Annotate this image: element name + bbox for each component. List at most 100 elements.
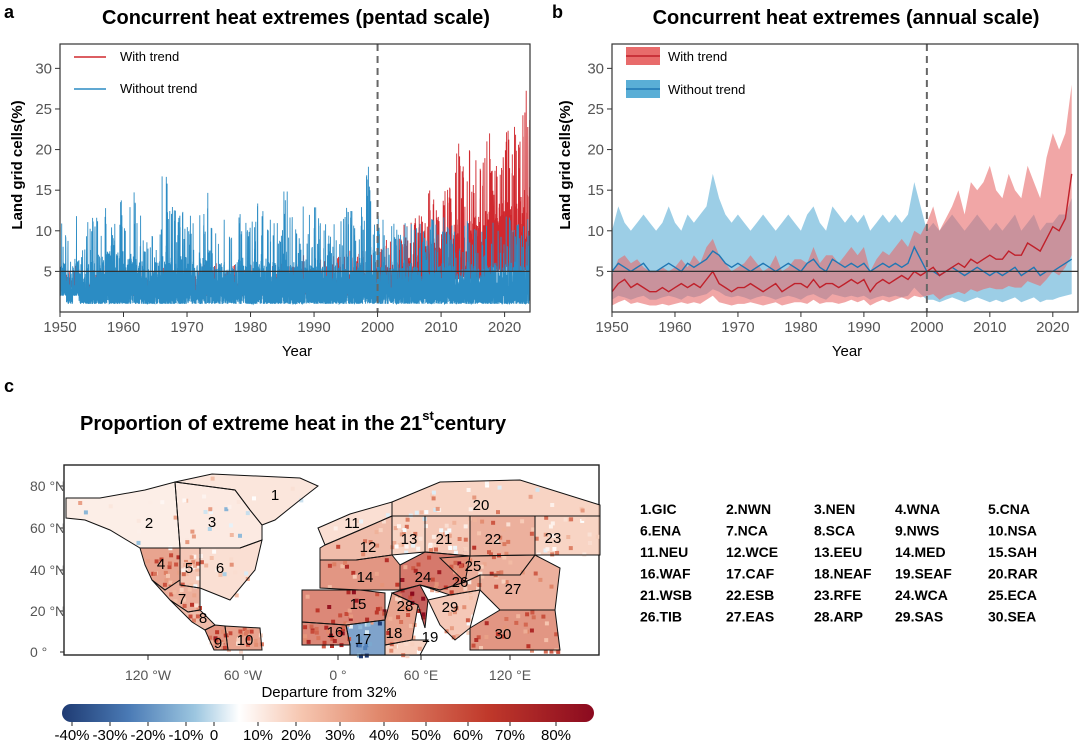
map-pixel <box>182 498 187 503</box>
region-list-entry: 20.RAR <box>988 566 1038 582</box>
map-pixel <box>222 645 227 650</box>
map-pixel <box>299 498 304 503</box>
map-pixel <box>348 616 353 621</box>
panel-b-plot: 1950 1960 1970 1980 1990 2000 2010 2020 5 10 15 20 2… <box>587 43 1079 336</box>
map-pixel <box>531 615 536 620</box>
panel-c-label: c <box>4 376 14 396</box>
map-pixel <box>469 595 473 600</box>
map-pixel <box>462 605 467 610</box>
map-pixel <box>222 572 227 577</box>
map-pixel <box>544 515 549 520</box>
region-label-caf: 17 <box>355 631 372 648</box>
map-pixel <box>550 552 555 557</box>
map-pixel <box>504 580 509 585</box>
map-pixel <box>429 548 434 553</box>
map-pixel <box>501 634 506 639</box>
region-fill-neu <box>318 502 392 545</box>
map-pixel <box>354 598 359 603</box>
map-pixel <box>393 526 398 531</box>
map-pixel <box>209 556 214 560</box>
panel-a-ytick-label: 30 <box>35 60 52 77</box>
map-pixel <box>496 571 501 575</box>
map-pixel <box>173 515 178 520</box>
panel-b-xtick-label: 2000 <box>910 319 943 336</box>
map-pixel <box>399 620 404 624</box>
map-pixel <box>190 602 194 607</box>
map-pixel <box>484 481 489 486</box>
map-pixel <box>184 571 189 576</box>
colorbar-tick-label: 70% <box>495 727 525 744</box>
region-fill-sea <box>470 610 560 650</box>
panel-a-ytick-label: 5 <box>44 263 52 280</box>
colorbar-tick-label: 60% <box>453 727 483 744</box>
map-pixel <box>199 554 203 558</box>
map-pixel <box>482 562 487 567</box>
map-pixel <box>199 560 204 565</box>
region-label-med: 14 <box>357 569 374 586</box>
map-pixel <box>503 625 508 630</box>
region-border-eas <box>479 554 561 611</box>
map-pixel <box>228 631 233 636</box>
region-label-eca: 25 <box>465 558 482 575</box>
panel-a-ytick-label: 15 <box>35 182 52 199</box>
map-pixel <box>187 562 192 567</box>
map-pixel <box>340 564 345 569</box>
map-pixel <box>468 558 473 563</box>
map-pixel <box>195 614 200 619</box>
map-pixel <box>421 615 426 620</box>
panel-a: a Concurrent heat extremes (pentad scale… <box>4 2 531 360</box>
with-trend-mean-line <box>611 173 1073 293</box>
legend-label-without-trend-b: Without trend <box>668 82 745 97</box>
region-label-neaf: 18 <box>386 625 403 642</box>
map-pixel <box>529 628 534 633</box>
map-pixel <box>392 541 397 545</box>
region-label-eas: 27 <box>505 581 522 598</box>
map-pixel <box>193 584 198 589</box>
map-pixel <box>514 620 519 625</box>
map-pixel <box>183 566 188 571</box>
map-pixel <box>363 539 368 544</box>
region-list-entry: 10.NSA <box>988 523 1037 539</box>
region-list-entry: 28.ARP <box>814 609 863 625</box>
map-pixel <box>516 614 521 619</box>
map-pixel <box>136 529 141 534</box>
map-pixel <box>523 622 528 627</box>
region-label-ena: 6 <box>216 560 224 577</box>
panel-b-xtick-label: 1990 <box>847 319 880 336</box>
region-border-arp <box>390 584 429 629</box>
map-pixel <box>358 625 363 630</box>
map-pixel <box>468 590 473 595</box>
map-pixel <box>447 528 452 533</box>
map-pixel <box>136 540 141 545</box>
region-fill-eas <box>480 555 560 610</box>
map-pixel <box>209 510 213 514</box>
map-pixel <box>397 597 402 602</box>
colorbar-tick-label: 30% <box>325 727 355 744</box>
region-label-wsb: 21 <box>436 531 453 548</box>
map-pixel <box>396 615 401 620</box>
map-pixel <box>202 494 207 499</box>
map-pixel <box>196 561 200 566</box>
region-border-seaf <box>384 639 429 656</box>
colorbar: -40% -30% -20% -10% 0 10% 20% 30% 40% 50% 60% 70% 80… <box>54 704 594 744</box>
map-pixel <box>504 551 509 556</box>
map-pixel <box>423 524 428 529</box>
map-pixel <box>336 544 341 549</box>
map-pixel <box>374 571 379 576</box>
map-pixel <box>191 560 196 565</box>
map-pixel <box>506 539 511 544</box>
map-pixel <box>430 493 434 498</box>
panel-b-legend: With trend Without trend <box>626 47 745 98</box>
map-pixel <box>243 631 248 636</box>
map-pixel <box>538 577 543 582</box>
map-pixel <box>191 618 196 623</box>
map-pixel <box>416 562 421 567</box>
map-pixel <box>554 632 559 637</box>
region-label-tib: 26 <box>452 574 469 591</box>
map-pixel <box>374 610 379 615</box>
map-pixel <box>212 549 217 554</box>
panel-b: b Concurrent heat extremes (annual scale… <box>552 2 1079 360</box>
map-pixel <box>451 635 456 640</box>
region-list-entry: 7.NCA <box>726 523 768 539</box>
region-fill-caf <box>346 620 385 655</box>
